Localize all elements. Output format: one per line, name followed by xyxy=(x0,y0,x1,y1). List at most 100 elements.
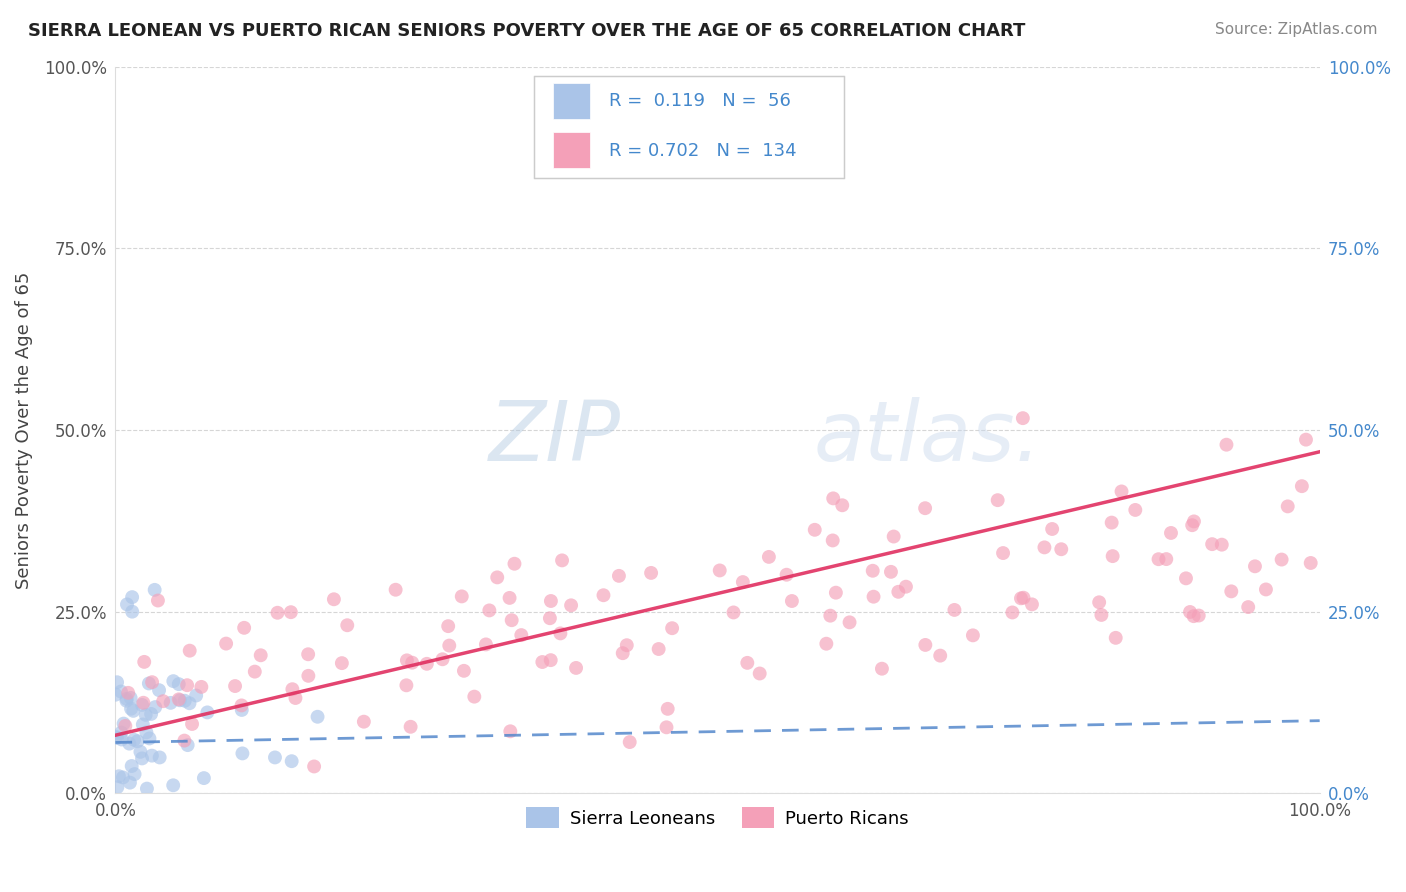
Point xyxy=(538,611,561,625)
Point xyxy=(266,606,288,620)
Point xyxy=(281,682,304,697)
Point xyxy=(943,603,966,617)
Point xyxy=(821,533,844,548)
Point xyxy=(117,686,139,700)
Point xyxy=(1244,559,1267,574)
Point xyxy=(148,683,170,698)
Point xyxy=(138,731,160,746)
Point xyxy=(111,771,134,785)
Point xyxy=(162,674,184,689)
Point xyxy=(592,588,614,602)
Point xyxy=(987,493,1010,508)
Point xyxy=(1254,582,1277,597)
Point xyxy=(540,594,562,608)
Point xyxy=(1182,515,1205,529)
Point xyxy=(231,747,253,761)
Point xyxy=(616,638,638,652)
Point xyxy=(132,696,155,710)
Point xyxy=(1033,541,1056,555)
Point xyxy=(880,565,903,579)
Point xyxy=(264,750,287,764)
Point xyxy=(173,694,195,708)
Point xyxy=(510,628,533,642)
Point xyxy=(1011,411,1033,425)
Point xyxy=(1156,552,1178,566)
Point xyxy=(560,599,582,613)
Point xyxy=(121,605,143,619)
Point xyxy=(655,720,678,734)
Point xyxy=(1295,433,1317,447)
Point xyxy=(862,590,884,604)
Point xyxy=(215,637,238,651)
Point xyxy=(1271,552,1294,566)
Point xyxy=(657,702,679,716)
Point xyxy=(498,591,520,605)
Point xyxy=(401,656,423,670)
Point xyxy=(540,653,562,667)
Point xyxy=(991,546,1014,560)
Point xyxy=(475,637,498,651)
Point xyxy=(463,690,485,704)
Point xyxy=(179,696,201,710)
Point xyxy=(115,691,138,706)
Point xyxy=(748,666,770,681)
Point xyxy=(110,725,132,739)
Point xyxy=(486,570,509,584)
Point xyxy=(647,642,669,657)
Point xyxy=(231,698,253,713)
Point xyxy=(384,582,406,597)
Point xyxy=(453,664,475,678)
Point xyxy=(815,637,838,651)
Point xyxy=(1299,556,1322,570)
Point xyxy=(330,656,353,670)
Point xyxy=(173,733,195,747)
Point xyxy=(1201,537,1223,551)
Point xyxy=(127,734,149,748)
Point xyxy=(176,678,198,692)
Point xyxy=(820,608,842,623)
Point xyxy=(838,615,860,630)
Point xyxy=(416,657,439,671)
Point xyxy=(1188,608,1211,623)
Point xyxy=(831,498,853,512)
Point xyxy=(1215,438,1237,452)
Point xyxy=(114,719,136,733)
Point xyxy=(775,567,797,582)
Point xyxy=(131,698,153,712)
Text: R =  0.119   N =  56: R = 0.119 N = 56 xyxy=(609,93,790,111)
Point xyxy=(243,665,266,679)
Point xyxy=(1001,606,1024,620)
Point xyxy=(135,707,157,722)
FancyBboxPatch shape xyxy=(553,83,591,119)
Point xyxy=(111,732,134,747)
Point xyxy=(395,653,418,667)
Point xyxy=(887,584,910,599)
Point xyxy=(179,643,201,657)
Point xyxy=(1291,479,1313,493)
Text: atlas.: atlas. xyxy=(814,397,1042,478)
Point xyxy=(1101,549,1123,563)
Point xyxy=(731,575,754,590)
Point xyxy=(723,606,745,620)
Point xyxy=(141,748,163,763)
Point xyxy=(143,582,166,597)
Point xyxy=(758,549,780,564)
Point xyxy=(105,675,128,690)
Point xyxy=(143,700,166,714)
Point xyxy=(284,691,307,706)
Point xyxy=(104,688,127,702)
Point xyxy=(640,566,662,580)
Point xyxy=(149,750,172,764)
Point xyxy=(823,491,845,506)
Point xyxy=(297,647,319,661)
Point xyxy=(124,767,146,781)
Point xyxy=(914,501,936,516)
Point xyxy=(302,759,325,773)
Point xyxy=(297,669,319,683)
Point xyxy=(280,605,302,619)
Point xyxy=(607,569,630,583)
Point xyxy=(1123,503,1146,517)
Point xyxy=(1088,595,1111,609)
Point xyxy=(1178,605,1201,619)
Point xyxy=(115,694,138,708)
